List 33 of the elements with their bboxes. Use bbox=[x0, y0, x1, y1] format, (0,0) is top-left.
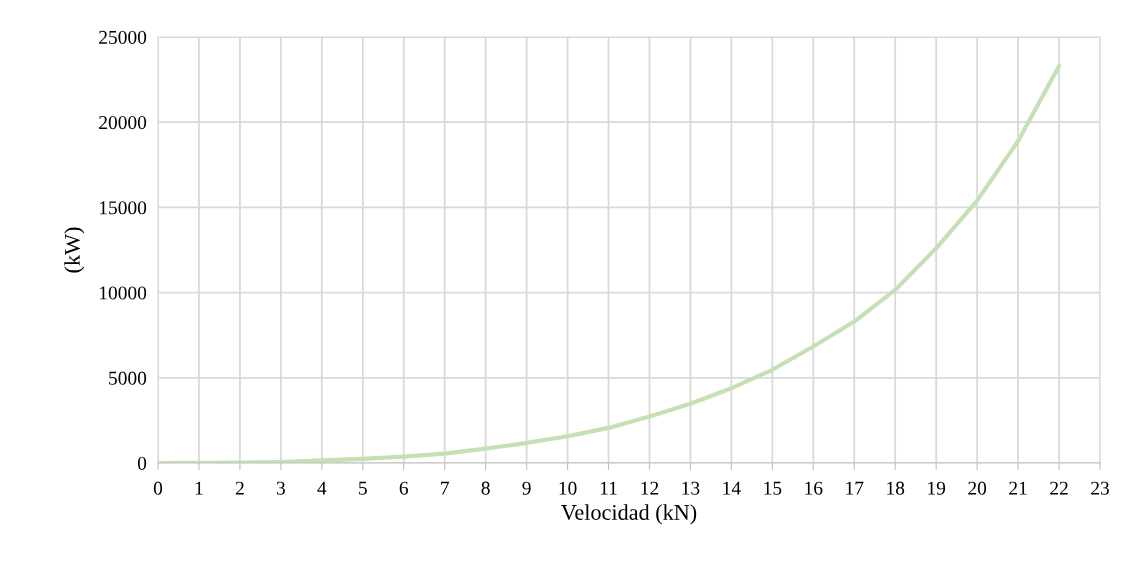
y-tick-label: 10000 bbox=[99, 286, 147, 300]
x-tick-label: 22 bbox=[1050, 481, 1068, 495]
x-tick-label: 13 bbox=[682, 481, 700, 495]
x-axis-title: Velocidad (kN) bbox=[561, 504, 697, 525]
x-tick-label: 23 bbox=[1091, 481, 1109, 495]
x-tick-label: 18 bbox=[887, 481, 905, 495]
y-tick-label: 5000 bbox=[109, 371, 147, 385]
x-tick-label: 21 bbox=[1009, 481, 1027, 495]
x-tick-label: 15 bbox=[764, 481, 782, 495]
x-tick-label: 3 bbox=[276, 481, 285, 495]
x-tick-label: 6 bbox=[399, 481, 409, 495]
y-tick-label: 15000 bbox=[99, 201, 147, 215]
y-axis-title: (kW) bbox=[64, 227, 85, 273]
x-tick-label: 8 bbox=[481, 481, 490, 495]
x-tick-label: 0 bbox=[153, 481, 163, 495]
x-tick-label: 4 bbox=[317, 481, 327, 495]
x-tick-label: 11 bbox=[600, 481, 617, 495]
x-tick-label: 2 bbox=[235, 481, 244, 495]
x-tick-label: 12 bbox=[641, 481, 659, 495]
y-tick-label: 20000 bbox=[99, 116, 147, 130]
x-tick-label: 19 bbox=[928, 481, 946, 495]
x-tick-label: 16 bbox=[805, 481, 823, 495]
x-tick-label: 9 bbox=[522, 481, 531, 495]
x-tick-label: 1 bbox=[195, 481, 203, 495]
y-tick-label: 25000 bbox=[99, 30, 147, 44]
x-tick-label: 14 bbox=[723, 481, 741, 495]
x-tick-label: 7 bbox=[441, 481, 449, 495]
x-tick-label: 17 bbox=[846, 481, 864, 495]
x-tick-label: 5 bbox=[359, 481, 367, 495]
line-series bbox=[158, 63, 1062, 463]
x-tick-label: 20 bbox=[968, 481, 987, 495]
y-tick-label: 0 bbox=[137, 456, 147, 470]
x-tick-label: 10 bbox=[559, 481, 577, 495]
